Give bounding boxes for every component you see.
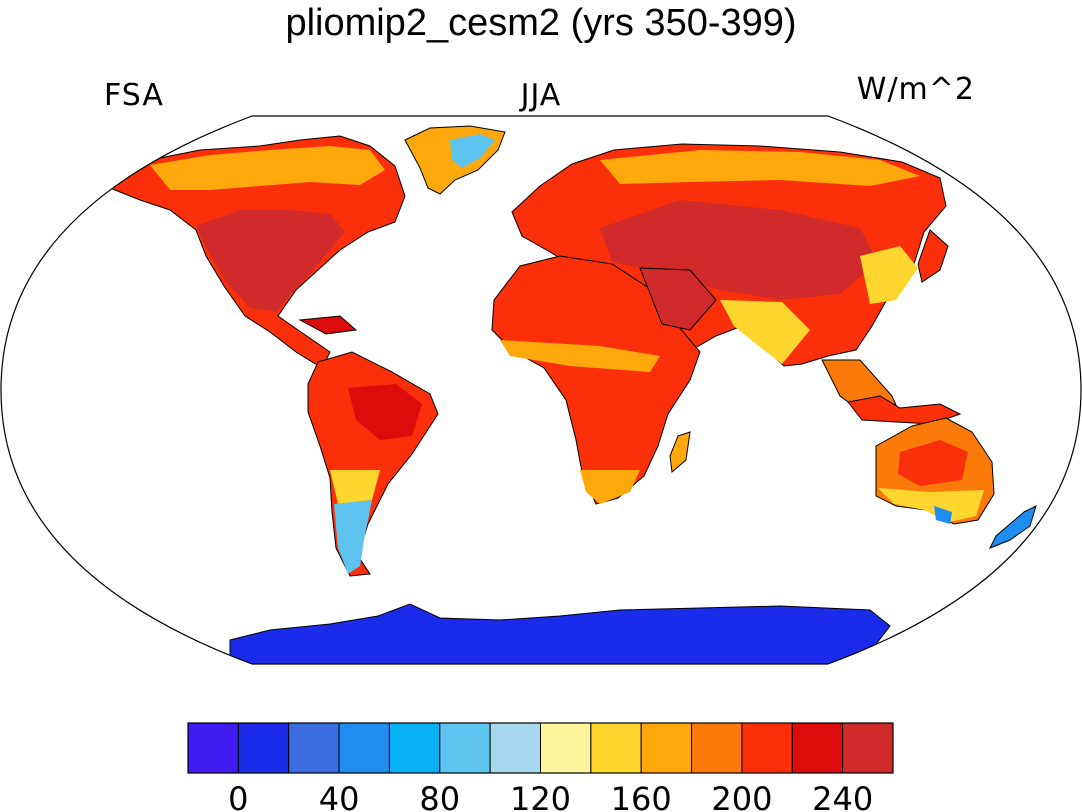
central-asia-core	[600, 200, 878, 300]
colorbar-swatch	[842, 722, 894, 774]
colorbar-tick-label: 120	[510, 780, 571, 812]
season-label: JJA	[520, 78, 562, 113]
south-asia	[720, 300, 810, 364]
colorbar-swatch	[741, 722, 793, 774]
colorbar-tick-label: 160	[611, 780, 672, 812]
africa-region	[491, 255, 701, 505]
southern-africa	[580, 470, 640, 504]
madagascar	[669, 431, 691, 473]
colorbar-swatch	[590, 722, 642, 774]
arctic-canada	[150, 146, 385, 190]
southern-cone-mid	[330, 470, 380, 504]
colorbar-swatch	[489, 722, 542, 774]
map-title: pliomip2_cesm2 (yrs 350-399)	[285, 2, 797, 44]
colorbar-swatch	[338, 722, 390, 774]
siberia-north	[600, 150, 920, 186]
colorbar-tick-label: 40	[319, 780, 360, 812]
units-label: W/m^2	[856, 72, 975, 107]
variable-label: FSA	[104, 78, 164, 113]
colorbar-tick-labels: 0 40 80 120 160 200 240	[228, 780, 873, 812]
arabia-region	[639, 267, 717, 331]
north-america-core	[196, 210, 345, 312]
antarctica-region	[229, 603, 891, 664]
indonesia-islands	[847, 395, 962, 425]
colorbar-tick-label: 80	[419, 780, 460, 812]
australia-interior	[898, 440, 968, 486]
colorbar-swatch	[540, 722, 592, 774]
colorbar-tick-label: 0	[228, 780, 248, 812]
colorbar-swatch	[388, 722, 441, 774]
colorbar	[187, 722, 894, 774]
sahel-belt	[500, 340, 660, 372]
cuba-island	[298, 315, 358, 335]
east-asia-coast	[860, 246, 918, 304]
colorbar-swatch	[288, 722, 340, 774]
south-america-region	[307, 351, 439, 577]
colorbar-swatch	[640, 722, 693, 774]
colorbar-swatch	[691, 722, 743, 774]
colorbar-swatch	[791, 722, 844, 774]
new-zealand	[988, 505, 1037, 549]
patagonia	[334, 500, 372, 574]
amazon-core	[348, 384, 422, 440]
australia-south-tip	[934, 506, 952, 524]
colorbar-tick-label: 200	[711, 780, 772, 812]
colorbar-swatch	[439, 722, 491, 774]
land-fields	[108, 125, 1037, 664]
colorbar-swatch	[237, 722, 290, 774]
colorbar-swatch	[187, 722, 239, 774]
colorbar-frame	[187, 722, 894, 774]
greenland-icecap	[450, 134, 495, 168]
globe-outline	[0, 115, 1082, 665]
japan-islands	[917, 229, 949, 283]
colorbar-tick-label: 240	[812, 780, 873, 812]
australia-south	[878, 488, 984, 522]
